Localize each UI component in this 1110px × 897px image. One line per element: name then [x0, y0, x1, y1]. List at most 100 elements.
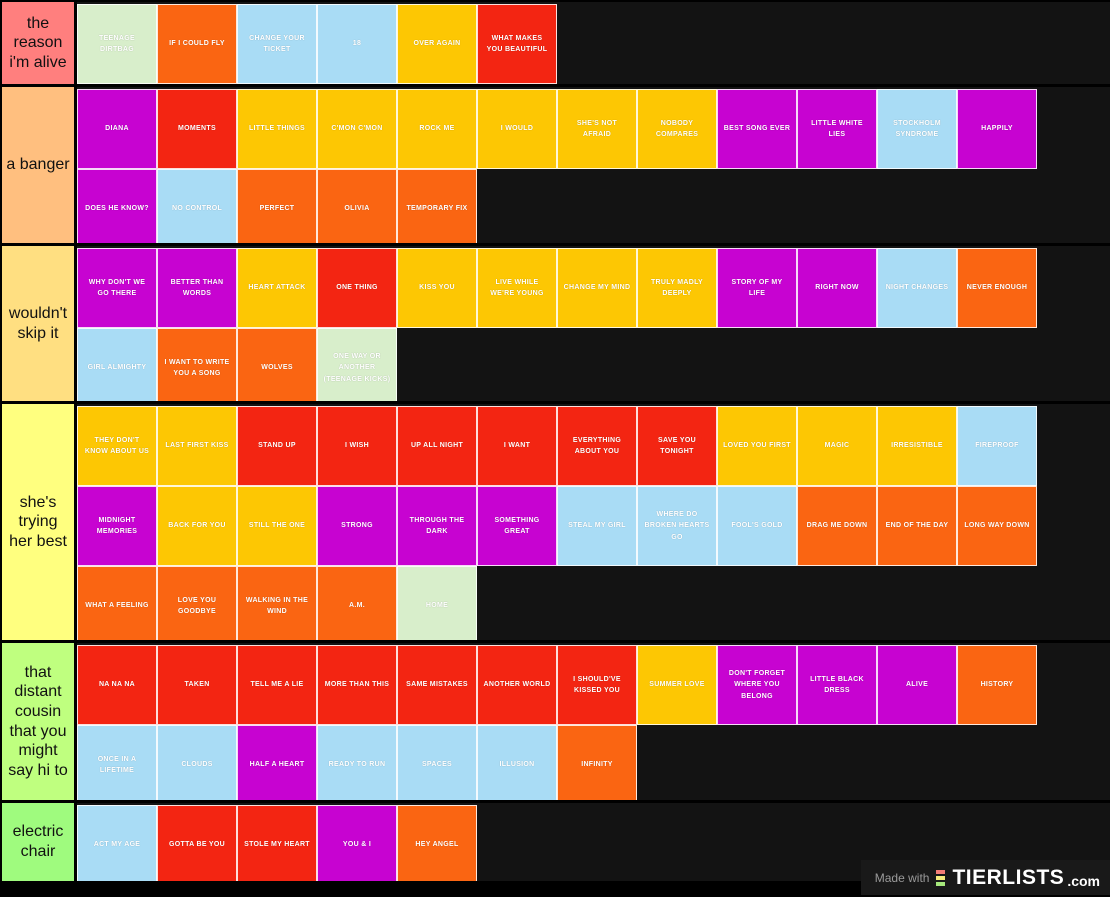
song-card[interactable]: LITTLE BLACK DRESS [797, 645, 877, 725]
song-card[interactable]: BACK FOR YOU [157, 486, 237, 566]
song-card[interactable]: ONE WAY OR ANOTHER (TEENAGE KICKS) [317, 328, 397, 401]
song-card[interactable]: IF I COULD FLY [157, 4, 237, 84]
song-card[interactable]: I WOULD [477, 89, 557, 169]
song-card[interactable]: OVER AGAIN [397, 4, 477, 84]
song-card[interactable]: IRRESISTIBLE [877, 406, 957, 486]
song-card[interactable]: FIREPROOF [957, 406, 1037, 486]
tierlists-brand: TIERLISTS [952, 865, 1065, 889]
song-card[interactable]: BETTER THAN WORDS [157, 248, 237, 328]
song-card[interactable]: SPACES [397, 725, 477, 800]
song-card[interactable]: WHERE DO BROKEN HEARTS GO [637, 486, 717, 566]
song-card[interactable]: ILLUSION [477, 725, 557, 800]
song-card[interactable]: LOVE YOU GOODBYE [157, 566, 237, 640]
song-card[interactable]: BEST SONG EVER [717, 89, 797, 169]
song-card[interactable]: STRONG [317, 486, 397, 566]
song-card[interactable]: TAKEN [157, 645, 237, 725]
song-card[interactable]: LITTLE WHITE LIES [797, 89, 877, 169]
song-card[interactable]: HISTORY [957, 645, 1037, 725]
song-card[interactable]: RIGHT NOW [797, 248, 877, 328]
song-card[interactable]: C'MON C'MON [317, 89, 397, 169]
tier-row-1: the reason i'm alive TEENAGE DIRTBAG IF I … [0, 2, 1110, 87]
song-card[interactable]: ALIVE [877, 645, 957, 725]
song-card[interactable]: ANOTHER WORLD [477, 645, 557, 725]
song-card[interactable]: SOMETHING GREAT [477, 486, 557, 566]
song-card[interactable]: MAGIC [797, 406, 877, 486]
song-card[interactable]: SUMMER LOVE [637, 645, 717, 725]
song-card[interactable]: CHANGE YOUR TICKET [237, 4, 317, 84]
song-card[interactable]: HAPPILY [957, 89, 1037, 169]
tier-cards-area: THEY DON'T KNOW ABOUT US LAST FIRST KISS S… [77, 404, 1110, 640]
song-card[interactable]: STEAL MY GIRL [557, 486, 637, 566]
song-card[interactable]: EVERYTHING ABOUT YOU [557, 406, 637, 486]
song-card[interactable]: 18 [317, 4, 397, 84]
song-card[interactable]: DRAG ME DOWN [797, 486, 877, 566]
song-card[interactable]: END OF THE DAY [877, 486, 957, 566]
song-card[interactable]: STILL THE ONE [237, 486, 317, 566]
song-card[interactable]: NA NA NA [77, 645, 157, 725]
song-card[interactable]: LAST FIRST KISS [157, 406, 237, 486]
song-card[interactable]: I WANT TO WRITE YOU A SONG [157, 328, 237, 401]
song-card[interactable]: THEY DON'T KNOW ABOUT US [77, 406, 157, 486]
song-card[interactable]: CHANGE MY MIND [557, 248, 637, 328]
song-card[interactable]: YOU & I [317, 805, 397, 881]
song-card[interactable]: READY TO RUN [317, 725, 397, 800]
song-card[interactable]: ONCE IN A LIFETIME [77, 725, 157, 800]
song-card[interactable]: OLIVIA [317, 169, 397, 243]
song-card[interactable]: ONE THING [317, 248, 397, 328]
song-card[interactable]: DOES HE KNOW? [77, 169, 157, 243]
song-card[interactable]: TEENAGE DIRTBAG [77, 4, 157, 84]
tier-label: that distant cousin that you might say h… [0, 643, 77, 800]
song-card[interactable]: LONG WAY DOWN [957, 486, 1037, 566]
song-card[interactable]: WALKING IN THE WIND [237, 566, 317, 640]
song-card[interactable]: STOCKHOLM SYNDROME [877, 89, 957, 169]
song-card[interactable]: HEART ATTACK [237, 248, 317, 328]
song-card[interactable]: PERFECT [237, 169, 317, 243]
song-card[interactable]: HEY ANGEL [397, 805, 477, 881]
song-card[interactable]: TEMPORARY FIX [397, 169, 477, 243]
song-card[interactable]: FOOL'S GOLD [717, 486, 797, 566]
song-card[interactable]: MIDNIGHT MEMORIES [77, 486, 157, 566]
song-card[interactable]: WOLVES [237, 328, 317, 401]
song-card[interactable]: NIGHT CHANGES [877, 248, 957, 328]
song-card[interactable]: STOLE MY HEART [237, 805, 317, 881]
song-card[interactable]: TRULY MADLY DEEPLY [637, 248, 717, 328]
song-card[interactable]: DIANA [77, 89, 157, 169]
song-card[interactable]: WHAT MAKES YOU BEAUTIFUL [477, 4, 557, 84]
song-card[interactable]: UP ALL NIGHT [397, 406, 477, 486]
tier-label: wouldn't skip it [0, 246, 77, 401]
song-card[interactable]: INFINITY [557, 725, 637, 800]
song-card[interactable]: LITTLE THINGS [237, 89, 317, 169]
song-card[interactable]: SHE'S NOT AFRAID [557, 89, 637, 169]
song-card[interactable]: STAND UP [237, 406, 317, 486]
song-card[interactable]: HOME [397, 566, 477, 640]
song-card[interactable]: CLOUDS [157, 725, 237, 800]
song-card[interactable]: KISS YOU [397, 248, 477, 328]
song-card[interactable]: GOTTA BE YOU [157, 805, 237, 881]
tierlists-watermark: Made with TIERLISTS .com [860, 860, 1110, 895]
tier-cards-area: WHY DON'T WE GO THERE BETTER THAN WORDS HE… [77, 246, 1110, 401]
song-card[interactable]: LIVE WHILE WE'RE YOUNG [477, 248, 557, 328]
song-card[interactable]: NO CONTROL [157, 169, 237, 243]
tier-row-5: that distant cousin that you might say h… [0, 643, 1110, 803]
song-card[interactable]: SAVE YOU TONIGHT [637, 406, 717, 486]
song-card[interactable]: ACT MY AGE [77, 805, 157, 881]
song-card[interactable]: HALF A HEART [237, 725, 317, 800]
song-card[interactable]: TELL ME A LIE [237, 645, 317, 725]
song-card[interactable]: STORY OF MY LIFE [717, 248, 797, 328]
song-card[interactable]: MOMENTS [157, 89, 237, 169]
song-card[interactable]: I WISH [317, 406, 397, 486]
song-card[interactable]: LOVED YOU FIRST [717, 406, 797, 486]
song-card[interactable]: THROUGH THE DARK [397, 486, 477, 566]
song-card[interactable]: WHAT A FEELING [77, 566, 157, 640]
song-card[interactable]: DON'T FORGET WHERE YOU BELONG [717, 645, 797, 725]
song-card[interactable]: WHY DON'T WE GO THERE [77, 248, 157, 328]
song-card[interactable]: MORE THAN THIS [317, 645, 397, 725]
song-card[interactable]: A.M. [317, 566, 397, 640]
song-card[interactable]: SAME MISTAKES [397, 645, 477, 725]
song-card[interactable]: GIRL ALMIGHTY [77, 328, 157, 401]
song-card[interactable]: I SHOULD'VE KISSED YOU [557, 645, 637, 725]
song-card[interactable]: I WANT [477, 406, 557, 486]
song-card[interactable]: ROCK ME [397, 89, 477, 169]
song-card[interactable]: NEVER ENOUGH [957, 248, 1037, 328]
song-card[interactable]: NOBODY COMPARES [637, 89, 717, 169]
